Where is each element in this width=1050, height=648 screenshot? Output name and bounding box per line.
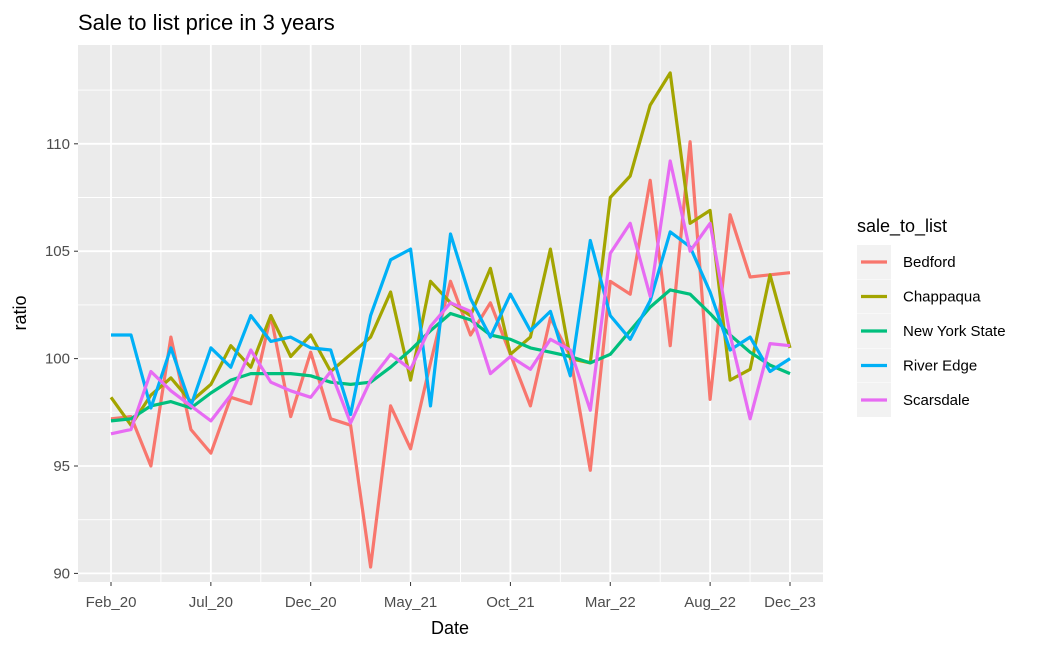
y-tick-label: 105 [45,243,70,260]
series-line-scarsdale [110,159,791,436]
legend-label-river-edge: River Edge [903,358,977,375]
x-tick-label: Jul_20 [189,594,233,611]
x-tick-label: Mar_22 [585,594,636,611]
x-axis: Feb_20 Jul_20 Dec_20 May_21 Oct_21 Mar_22 Aug_… [86,582,816,611]
y-tick-label: 100 [45,351,70,368]
x-tick-label: Oct_21 [486,594,534,611]
legend-title: sale_to_list [857,216,947,237]
y-tick-label: 90 [53,565,70,582]
y-tick-label: 95 [53,458,70,475]
legend-label-scarsdale: Scarsdale [903,392,970,409]
series-line-bedford [110,140,791,569]
series-lines [109,71,792,569]
series-line-river-edge [111,230,791,417]
y-axis: 90 95 100 105 110 [45,136,78,582]
x-axis-title: Date [431,618,469,638]
y-tick-label: 110 [46,136,70,153]
legend: sale_to_list Bedford Chappaqua New York St… [857,216,1006,417]
legend-label-bedford: Bedford [903,254,956,271]
y-axis-title: ratio [10,295,30,330]
chart-title: Sale to list price in 3 years [78,10,335,35]
x-tick-label: Dec_20 [285,594,337,611]
legend-label-new-york-state: New York State [903,323,1006,340]
x-tick-label: May_21 [384,594,437,611]
x-tick-label: Feb_20 [86,594,137,611]
x-tick-label: Aug_22 [684,594,736,611]
series-line-new-york-state [110,288,791,423]
x-tick-label: Dec_23 [764,594,816,611]
legend-label-chappaqua: Chappaqua [903,289,981,306]
